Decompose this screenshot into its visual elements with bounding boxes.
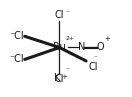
Text: N: N	[78, 42, 85, 52]
Text: K: K	[54, 73, 61, 83]
Text: +: +	[105, 36, 110, 42]
Text: Cl: Cl	[55, 10, 64, 20]
Text: +: +	[62, 74, 67, 80]
Text: ⁻: ⁻	[94, 55, 98, 61]
Text: ⁻Cl: ⁻Cl	[9, 31, 24, 41]
Text: ⁻Cl: ⁻Cl	[9, 54, 24, 64]
Text: ⁻: ⁻	[65, 10, 69, 16]
Text: Ru: Ru	[53, 42, 66, 52]
Text: Cl: Cl	[55, 74, 64, 84]
Text: O: O	[97, 42, 104, 52]
Text: Cl: Cl	[88, 62, 98, 72]
Text: 2+: 2+	[66, 36, 75, 41]
Text: ⁻: ⁻	[65, 68, 69, 74]
